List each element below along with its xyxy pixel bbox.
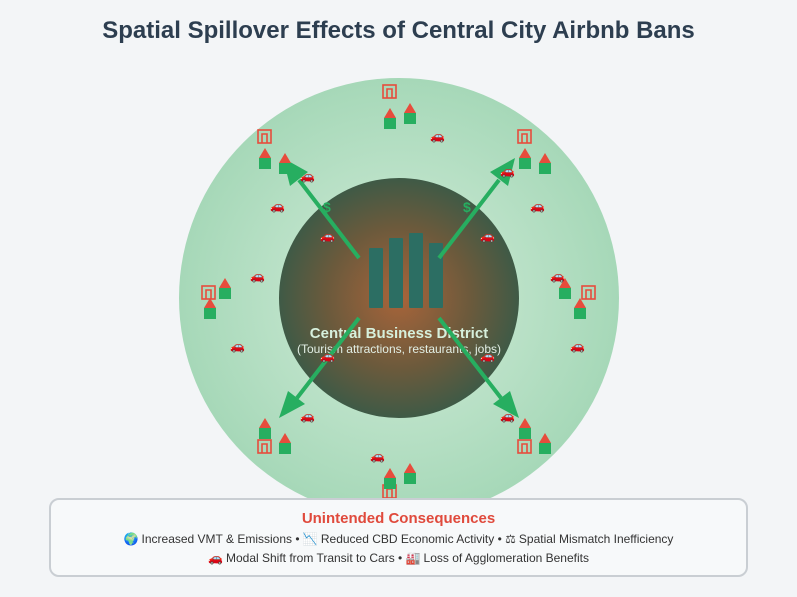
spillover-arrow-ne <box>437 158 515 260</box>
car-icon: 🚗 <box>300 169 315 183</box>
cbd-sublabel: (Tourism attractions, restaurants, jobs) <box>297 342 501 356</box>
house-icon <box>559 278 571 299</box>
car-icon: 🚗 <box>270 199 285 213</box>
car-icon: 🚗 <box>230 339 245 353</box>
spillover-arrow-se <box>437 316 519 418</box>
house-icon <box>279 153 291 174</box>
car-icon: 🚗 <box>320 229 335 243</box>
house-icon <box>539 433 551 454</box>
house-icon <box>259 148 271 169</box>
chart-down-icon: 📉 <box>302 532 318 546</box>
hotel-icon <box>257 439 272 454</box>
consequence-item: Reduced CBD Economic Activity <box>320 532 495 546</box>
car-icon: 🚗 <box>250 269 265 283</box>
separator: • <box>295 532 300 546</box>
consequences-line-1: 🌍 Increased VMT & Emissions • 📉 Reduced CB… <box>51 532 746 546</box>
car-icon: 🚗 <box>208 551 223 565</box>
hotel-icon <box>201 285 216 300</box>
separator: • <box>497 532 502 546</box>
cbd-label: Central Business District <box>310 325 488 342</box>
consequences-title: Unintended Consequences <box>301 510 496 527</box>
car-icon: 🚗 <box>500 164 515 178</box>
house-icon <box>404 103 416 124</box>
consequence-item: Spatial Mismatch Inefficiency <box>518 532 674 546</box>
car-icon: 🚗 <box>300 409 315 423</box>
house-icon <box>519 418 531 439</box>
car-icon: 🚗 <box>500 409 515 423</box>
scale-icon: ⚖ <box>505 532 516 546</box>
house-icon <box>219 278 231 299</box>
house-icon <box>384 468 396 489</box>
globe-icon: 🌍 <box>123 532 139 546</box>
consequences-line-2: 🚗 Modal Shift from Transit to Cars • 🏭 Los… <box>51 551 746 565</box>
car-icon: 🚗 <box>550 269 565 283</box>
hotel-icon <box>581 285 596 300</box>
cbd-skyline-icon <box>369 233 443 308</box>
car-icon: 🚗 <box>480 229 495 243</box>
house-icon <box>204 298 216 319</box>
spillover-arrow-sw <box>279 316 361 418</box>
separator: • <box>398 551 403 565</box>
house-icon <box>519 148 531 169</box>
consequence-item: Loss of Agglomeration Benefits <box>423 551 589 565</box>
consequences-panel: Unintended Consequences 🌍 Increased VMT &… <box>49 498 748 577</box>
dollar-flow-nw: $ <box>323 199 331 215</box>
house-icon <box>404 463 416 484</box>
car-icon: 🚗 <box>570 339 585 353</box>
dollar-flow-ne: $ <box>463 199 471 215</box>
car-icon: 🚗 <box>430 129 445 143</box>
house-icon <box>539 153 551 174</box>
diagram-title: Spatial Spillover Effects of Central Cit… <box>102 17 695 44</box>
house-icon <box>384 108 396 129</box>
hotel-icon <box>382 84 397 99</box>
factory-icon: 🏭 <box>405 551 421 565</box>
hotel-icon <box>517 439 532 454</box>
car-icon: 🚗 <box>530 199 545 213</box>
house-icon <box>279 433 291 454</box>
consequence-item: Increased VMT & Emissions <box>141 532 293 546</box>
house-icon <box>259 418 271 439</box>
house-icon <box>574 298 586 319</box>
consequence-item: Modal Shift from Transit to Cars <box>225 551 395 565</box>
hotel-icon <box>257 129 272 144</box>
car-icon: 🚗 <box>370 449 385 463</box>
hotel-icon <box>517 129 532 144</box>
car-icon: 🚗 <box>320 349 335 363</box>
car-icon: 🚗 <box>480 349 495 363</box>
